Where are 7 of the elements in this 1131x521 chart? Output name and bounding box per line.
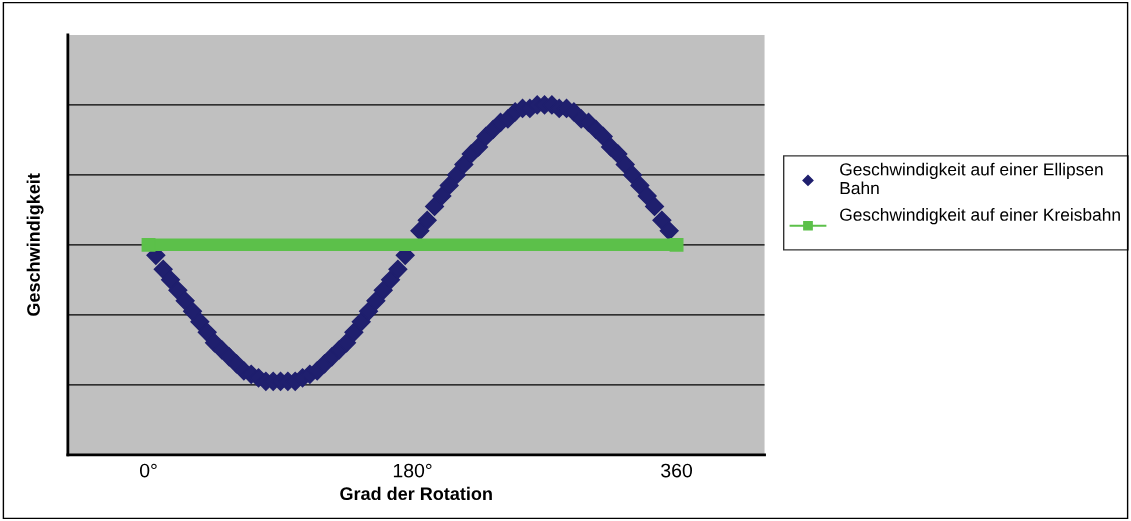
legend-label: Geschwindigkeit auf einer Kreisbahn xyxy=(840,208,1120,225)
x-tick-label: 360 xyxy=(661,463,693,478)
y-axis-title: Geschwindigkeit xyxy=(26,173,44,316)
x-tick-label: 0° xyxy=(140,463,157,478)
legend-label: Geschwindigkeit auf einer Ellipsen Bahn xyxy=(840,162,1103,195)
x-tick-label: 180° xyxy=(393,463,432,478)
x-axis-title: Grad der Rotation xyxy=(340,486,492,501)
